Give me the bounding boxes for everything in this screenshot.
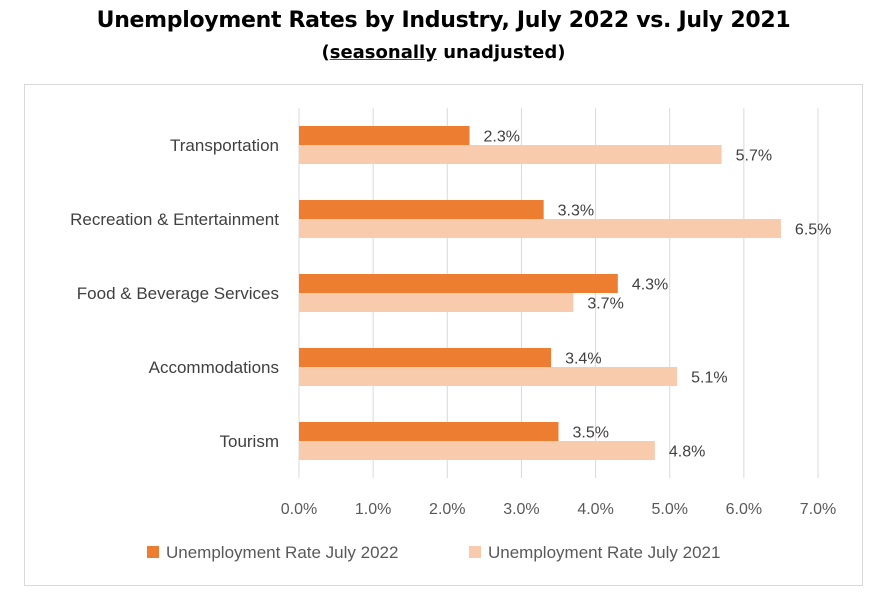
x-tick-label: 0.0% — [281, 501, 317, 518]
data-label: 4.8% — [669, 444, 705, 461]
category-label: Accommodations — [149, 358, 279, 377]
bar-2021 — [299, 145, 722, 164]
bar-2021 — [299, 293, 574, 312]
data-label: 6.5% — [795, 222, 831, 239]
legend-label: Unemployment Rate July 2022 — [166, 543, 398, 562]
category-label: Food & Beverage Services — [77, 284, 279, 303]
data-label: 5.7% — [736, 148, 772, 165]
legend-label: Unemployment Rate July 2021 — [488, 543, 720, 562]
data-label: 3.4% — [565, 351, 601, 368]
category-label: Transportation — [170, 136, 279, 155]
x-tick-label: 4.0% — [577, 501, 613, 518]
legend-swatch — [469, 546, 481, 558]
data-label: 5.1% — [691, 370, 727, 387]
legend-swatch — [147, 546, 159, 558]
chart-subtitle: (seasonally unadjusted) — [0, 42, 887, 63]
subtitle-underlined-word: seasonally — [329, 42, 437, 63]
x-tick-label: 5.0% — [651, 501, 687, 518]
bar-2022 — [299, 200, 544, 219]
category-label: Tourism — [219, 432, 279, 451]
data-label: 3.5% — [573, 425, 609, 442]
bar-2021 — [299, 441, 655, 460]
x-tick-label: 6.0% — [726, 501, 762, 518]
data-label: 4.3% — [632, 277, 668, 294]
chart-title: Unemployment Rates by Industry, July 202… — [96, 8, 791, 33]
x-tick-label: 2.0% — [429, 501, 465, 518]
x-tick-label: 3.0% — [503, 501, 539, 518]
data-label: 3.3% — [558, 203, 594, 220]
x-tick-label: 1.0% — [355, 501, 391, 518]
subtitle-rest: unadjusted) — [436, 42, 566, 63]
bar-2022 — [299, 274, 618, 293]
bar-2022 — [299, 348, 552, 367]
x-tick-label: 7.0% — [800, 501, 836, 518]
bar-2021 — [299, 219, 781, 238]
category-label: Recreation & Entertainment — [70, 210, 279, 229]
chart-frame — [24, 84, 863, 586]
data-label: 2.3% — [484, 129, 520, 146]
subtitle-open: ( — [321, 42, 330, 63]
bar-2022 — [299, 422, 559, 441]
bar-2021 — [299, 367, 678, 386]
bar-2022 — [299, 126, 470, 145]
data-label: 3.7% — [587, 296, 623, 313]
